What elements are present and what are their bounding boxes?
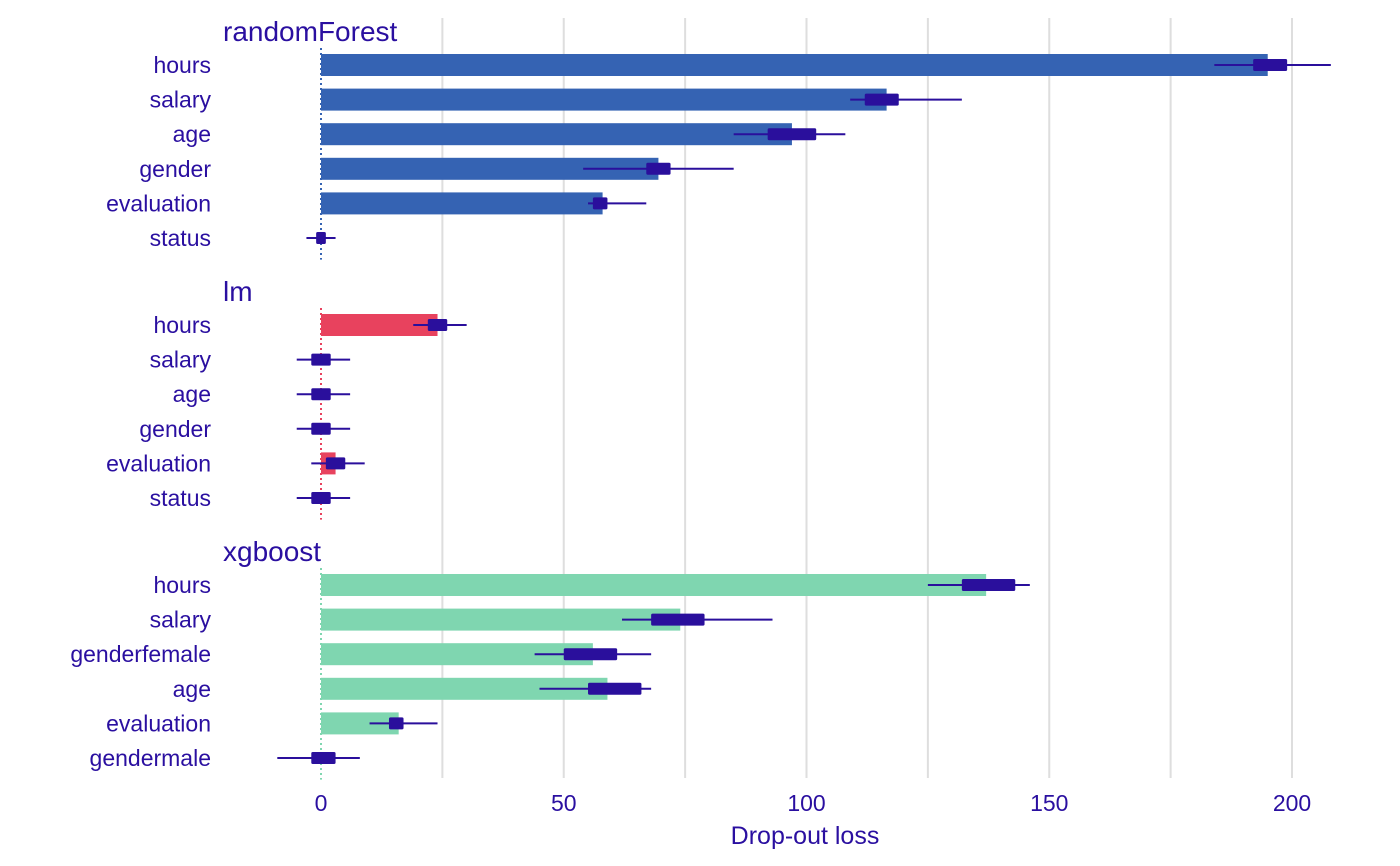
x-tick-label: 50 <box>551 790 577 816</box>
box <box>311 752 336 764</box>
bar <box>321 54 1268 76</box>
panel-title: xgboost <box>223 536 321 567</box>
variable-label: salary <box>150 87 212 113</box>
x-tick-label: 100 <box>787 790 825 816</box>
box <box>563 648 618 661</box>
box <box>325 457 346 470</box>
bar <box>321 677 608 700</box>
variable-label: status <box>150 225 211 251</box>
panel-randomForest: randomForest hours salary age gender evaluati… <box>106 16 1331 260</box>
x-tick-label: 0 <box>315 790 328 816</box>
box <box>388 717 404 730</box>
bar <box>321 608 681 631</box>
bar <box>321 314 438 336</box>
box <box>588 682 642 695</box>
panels-layer: randomForest hours salary age gender evaluati… <box>70 16 1331 780</box>
box <box>311 353 331 366</box>
variable-label: evaluation <box>106 450 211 476</box>
panel-xgboost: xgboost hours salary genderfemale age evaluat… <box>70 536 1030 780</box>
box <box>1253 59 1288 71</box>
box <box>592 197 608 210</box>
variable-label: gender <box>139 416 211 442</box>
variable-label: genderfemale <box>70 641 211 667</box>
panel-title: lm <box>223 276 253 307</box>
bar <box>321 643 593 666</box>
x-axis-title: Drop-out loss <box>731 822 880 850</box>
bar <box>321 192 603 215</box>
bar <box>321 88 887 111</box>
box <box>767 128 817 141</box>
variable-label: age <box>173 121 211 147</box>
variable-label: evaluation <box>106 190 211 216</box>
variable-label: age <box>173 676 211 702</box>
x-tick-label: 150 <box>1030 790 1068 816</box>
variable-label: hours <box>153 572 211 598</box>
variable-label: gender <box>139 156 211 182</box>
bar <box>321 574 987 596</box>
bar <box>321 123 792 146</box>
box <box>961 579 1016 591</box>
bar <box>321 157 659 180</box>
box <box>311 388 331 401</box>
variable-label: hours <box>153 52 211 78</box>
x-tick-label: 200 <box>1273 790 1311 816</box>
variable-label: age <box>173 381 211 407</box>
x-axis: 0 50 100 150 200 Drop-out loss <box>315 790 1312 850</box>
variable-label: salary <box>150 347 212 373</box>
variable-label: salary <box>150 607 212 633</box>
box <box>427 319 448 331</box>
box <box>646 162 671 175</box>
variable-label: hours <box>153 312 211 338</box>
box <box>316 232 326 244</box>
panel-title: randomForest <box>223 16 398 47</box>
box <box>864 93 899 106</box>
variable-label: evaluation <box>106 710 211 736</box>
box <box>311 422 331 435</box>
box <box>651 613 705 626</box>
variable-label: status <box>150 485 211 511</box>
box <box>311 492 331 504</box>
bar <box>321 712 399 735</box>
variable-label: gendermale <box>90 745 211 771</box>
